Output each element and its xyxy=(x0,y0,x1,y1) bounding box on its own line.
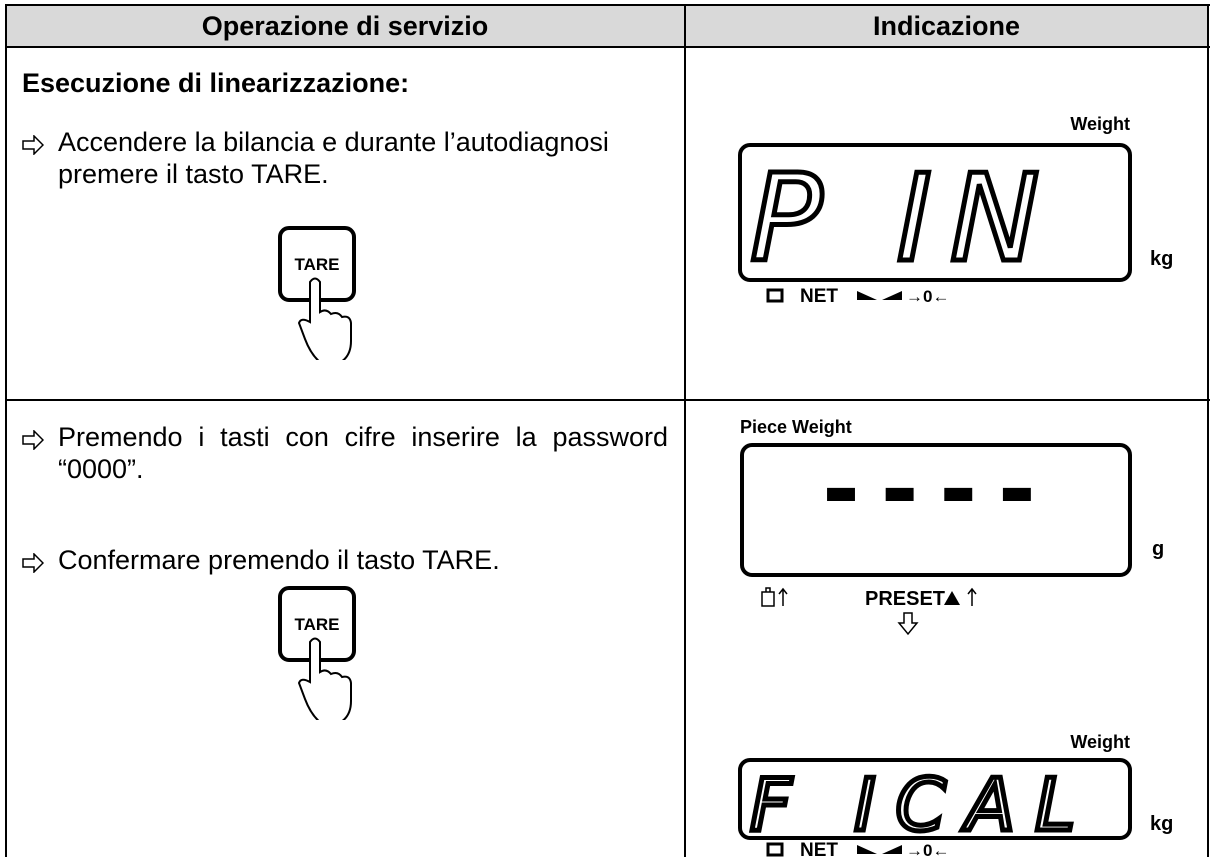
arrow-icon xyxy=(22,553,44,573)
lcd-display: Weight P IN kg NET →0← xyxy=(738,114,1173,307)
display-indicator: NET xyxy=(800,286,838,307)
lcd-display: Weight F ICAL kg NET →0← xyxy=(738,732,1173,857)
table-border xyxy=(5,46,1210,48)
table-border xyxy=(5,399,1210,401)
step-text: Accendere la bilancia e durante l’autodi… xyxy=(58,127,609,189)
tare-key: TARE xyxy=(278,586,356,720)
key-label: TARE xyxy=(294,255,339,274)
lcd-display: Piece Weight ---- g PRESET xyxy=(740,417,1164,636)
display-label: Piece Weight xyxy=(740,417,852,437)
table-border xyxy=(684,4,686,857)
display-segments: F ICAL xyxy=(750,763,1095,847)
display-label: Weight xyxy=(1070,114,1130,134)
arrow-icon xyxy=(22,430,44,450)
display-indicator: →0← xyxy=(906,841,949,857)
display-unit: g xyxy=(1152,538,1164,560)
key-label: TARE xyxy=(294,615,339,634)
display-segments: ---- xyxy=(823,424,1058,547)
display-indicator: PRESET xyxy=(865,588,945,610)
table-border xyxy=(1207,4,1209,857)
display-unit: kg xyxy=(1150,248,1173,270)
header-cell: Indicazione xyxy=(685,5,1208,47)
step-text: Confermare premendo il tasto TARE. xyxy=(58,545,500,575)
display-unit: kg xyxy=(1150,813,1173,835)
step-text: Premendo i tasti con cifre inserire la p… xyxy=(58,422,668,484)
display-label: Weight xyxy=(1070,732,1130,752)
display-indicator: →0← xyxy=(906,287,949,306)
header-cell: Operazione di servizio xyxy=(5,5,685,47)
table-border xyxy=(5,4,1210,6)
tare-key: TARE xyxy=(278,226,356,360)
table-border xyxy=(5,4,7,857)
display-indicator: NET xyxy=(800,840,838,857)
display-segments: P IN xyxy=(750,150,1058,289)
arrow-icon xyxy=(22,135,44,155)
section-heading: Esecuzione di linearizzazione: xyxy=(22,68,410,98)
